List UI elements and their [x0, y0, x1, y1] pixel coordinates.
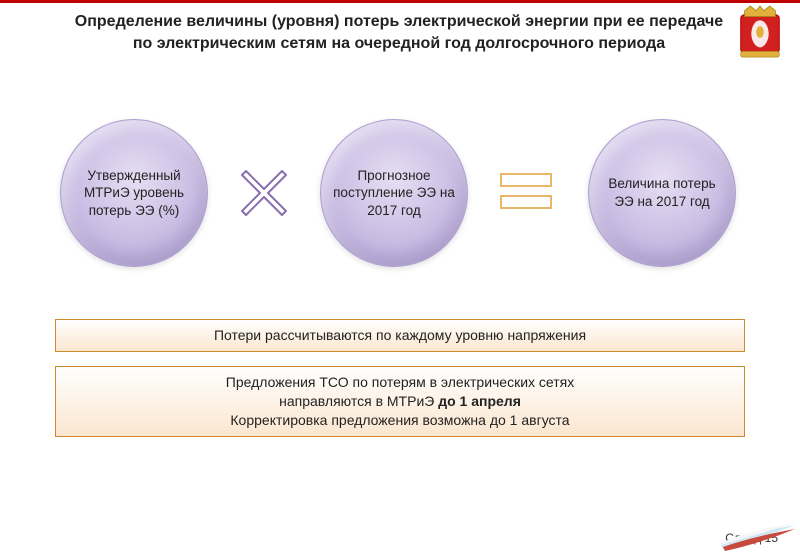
note-line: Предложения ТСО по потерям в электрическ…	[66, 373, 734, 392]
bubble-forecast-input: Прогнозное поступление ЭЭ на 2017 год	[320, 119, 468, 267]
page-title: Определение величины (уровня) потерь эле…	[14, 7, 734, 54]
note-deadline: до 1 апреля	[438, 393, 521, 409]
note-text: Потери рассчитываются по каждому уровню …	[214, 327, 586, 343]
note-line: направляются в МТРиЭ до 1 апреля	[66, 392, 734, 411]
equals-bar	[500, 173, 552, 187]
bubble-text: Утвержденный МТРиЭ уровень потерь ЭЭ (%)	[60, 119, 208, 267]
bubble-approved-level: Утвержденный МТРиЭ уровень потерь ЭЭ (%)	[60, 119, 208, 267]
formula-diagram: Утвержденный МТРиЭ уровень потерь ЭЭ (%)…	[0, 89, 800, 319]
note-line: Корректировка предложения возможна до 1 …	[66, 411, 734, 430]
note-box-deadlines: Предложения ТСО по потерям в электрическ…	[55, 366, 745, 437]
swoosh-icon	[719, 521, 797, 551]
equals-bar	[500, 195, 552, 209]
equals-icon	[500, 173, 552, 209]
bubble-text: Величина потерь ЭЭ на 2017 год	[588, 119, 736, 267]
note-box-voltage-levels: Потери рассчитываются по каждому уровню …	[55, 319, 745, 352]
bubble-loss-value: Величина потерь ЭЭ на 2017 год	[588, 119, 736, 267]
note-text: направляются в МТРиЭ	[279, 393, 438, 409]
emblem-icon	[734, 5, 786, 59]
header: Определение величины (уровня) потерь эле…	[0, 3, 800, 59]
multiply-icon	[240, 169, 288, 217]
note-text: Корректировка предложения возможна до 1 …	[230, 412, 569, 428]
bubble-text: Прогнозное поступление ЭЭ на 2017 год	[320, 119, 468, 267]
note-text: Предложения ТСО по потерям в электрическ…	[226, 374, 575, 390]
